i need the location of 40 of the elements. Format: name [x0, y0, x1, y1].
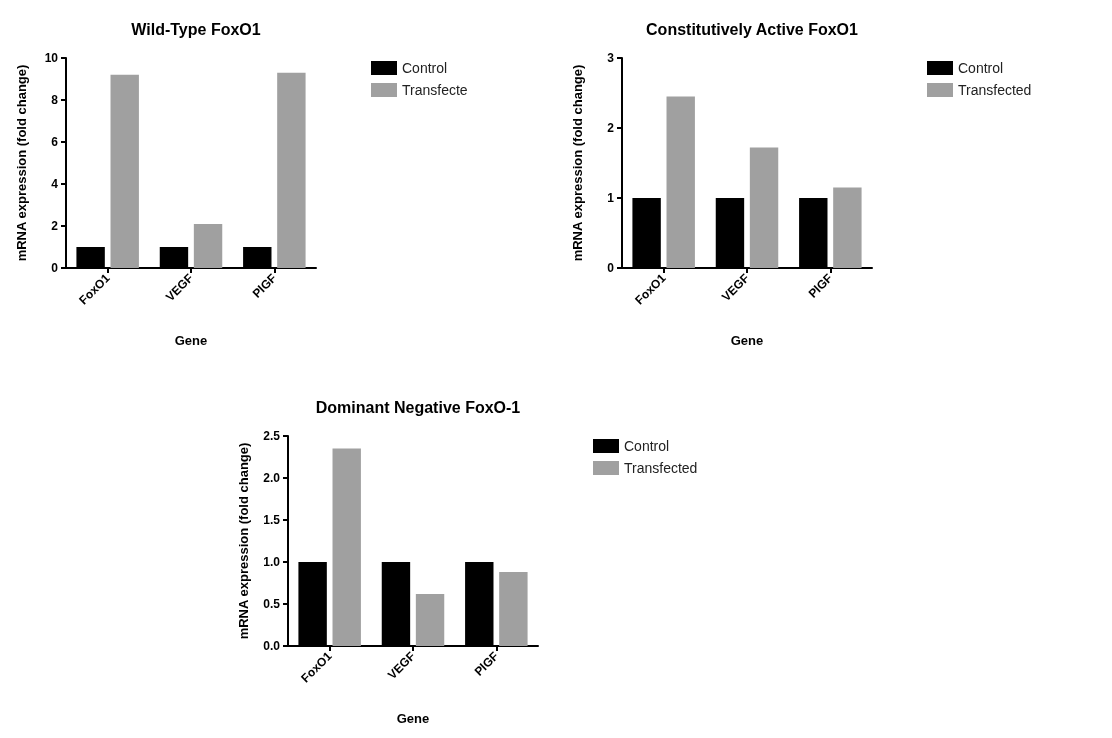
bar	[833, 187, 862, 268]
y-tick-label: 0.5	[263, 597, 281, 611]
y-axis-title: mRNA expression (fold change)	[236, 442, 251, 640]
bar	[193, 223, 223, 268]
bar	[499, 572, 528, 646]
y-tick-label: 4	[51, 177, 59, 191]
y-axis-title: mRNA expression (fold change)	[570, 64, 585, 262]
legend-label: Transfected	[958, 82, 1032, 98]
y-tick-label: 0	[51, 261, 59, 275]
bar	[415, 593, 445, 646]
bar	[332, 448, 361, 646]
x-axis-title: Gene	[730, 333, 764, 348]
bar	[277, 72, 306, 268]
legend-label: Transfecte	[402, 82, 468, 98]
y-tick-label: 2	[51, 219, 59, 233]
x-axis-title: Gene	[396, 711, 430, 726]
bar	[110, 74, 139, 268]
y-tick-label: 6	[51, 135, 59, 149]
y-axis-title: mRNA expression (fold change)	[14, 64, 29, 262]
legend-label: Control	[958, 60, 1004, 76]
x-axis-title: Gene	[174, 333, 208, 348]
y-tick-label: 0.0	[263, 639, 281, 653]
chart-title: Constitutively Active FoxO1	[646, 20, 859, 38]
y-tick-label: 2.0	[263, 471, 281, 485]
y-tick-label: 0	[607, 261, 615, 275]
legend-label: Control	[402, 60, 448, 76]
y-tick-label: 1.5	[263, 513, 281, 527]
y-tick-label: 2	[607, 121, 615, 135]
chart-title: Dominant Negative FoxO-1	[315, 398, 521, 416]
bar	[749, 147, 779, 268]
chart-title: Wild-Type FoxO1	[131, 20, 261, 38]
y-tick-label: 3	[607, 51, 615, 65]
bar	[666, 96, 695, 268]
legend-label: Control	[624, 438, 670, 454]
y-tick-label: 10	[44, 51, 59, 65]
y-tick-label: 8	[51, 93, 59, 107]
y-tick-label: 2.5	[263, 429, 281, 443]
y-tick-label: 1.0	[263, 555, 281, 569]
y-tick-label: 1	[607, 191, 615, 205]
legend-label: Transfected	[624, 460, 698, 476]
